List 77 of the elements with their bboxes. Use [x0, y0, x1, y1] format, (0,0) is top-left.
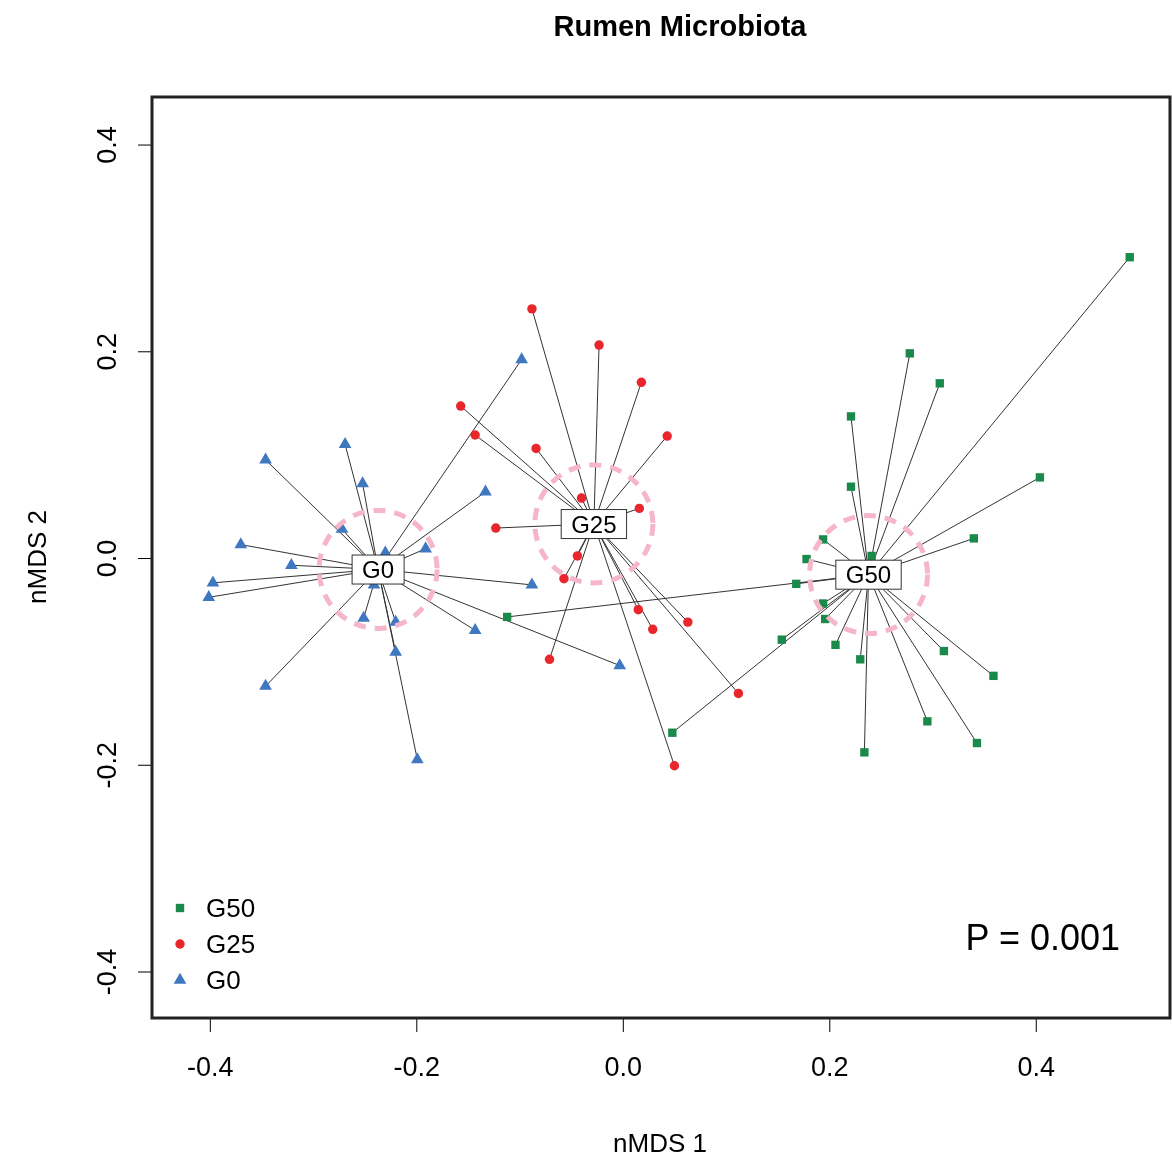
annotation: G0: [362, 556, 395, 584]
point: [972, 738, 982, 748]
x-axis-title: nMDS 1: [613, 1128, 707, 1158]
point: [468, 623, 482, 635]
y-axis-title: nMDS 2: [22, 510, 52, 604]
legend-label: G25: [206, 929, 256, 960]
x-tick-label: 0.2: [811, 1051, 849, 1082]
point: [389, 644, 403, 656]
point: [419, 541, 432, 553]
point: [455, 401, 466, 411]
point: [867, 551, 876, 561]
point: [1125, 253, 1134, 262]
point: [856, 655, 865, 664]
point: [576, 493, 587, 503]
point: [234, 537, 248, 549]
point: [502, 612, 512, 622]
point: [683, 617, 693, 627]
point: [544, 654, 555, 665]
point: [202, 589, 216, 601]
y-tick-label: 0.0: [92, 539, 123, 578]
y-tick-label: -0.4: [92, 948, 123, 996]
point: [572, 551, 583, 561]
x-tick-label: -0.4: [187, 1051, 234, 1082]
legend-label: G0: [206, 965, 241, 996]
point: [338, 436, 352, 448]
point: [491, 523, 501, 533]
y-tick-label: -0.2: [92, 741, 123, 789]
point: [527, 304, 537, 314]
point: [648, 624, 658, 635]
x-tick-label: 0.0: [604, 1051, 643, 1082]
point: [905, 349, 915, 358]
point: [939, 646, 949, 656]
legend-label: G50: [206, 893, 256, 924]
point: [515, 352, 528, 364]
annotation: G50: [845, 561, 892, 589]
point: [634, 503, 645, 514]
point: [792, 579, 801, 589]
point: [923, 717, 932, 726]
point: [206, 575, 220, 587]
point: [410, 752, 424, 764]
point: [316, 507, 440, 631]
point: [662, 431, 672, 441]
point: [285, 557, 298, 569]
point: [594, 340, 604, 350]
chart-title: Rumen Microbiota: [553, 10, 808, 42]
point: [807, 513, 931, 637]
annotation: G25: [571, 510, 617, 538]
point: [860, 748, 869, 757]
point: [356, 476, 369, 488]
point: [733, 688, 744, 699]
point: [357, 610, 371, 622]
point: [559, 573, 569, 584]
point: [532, 462, 656, 586]
point: [777, 635, 786, 644]
point: [669, 761, 680, 771]
point: [831, 640, 840, 650]
y-tick-label: 0.4: [92, 126, 123, 164]
point: [633, 604, 644, 615]
point: [935, 379, 944, 388]
point: [525, 577, 539, 589]
point: [989, 671, 998, 681]
point: [479, 484, 492, 496]
y-tick-label: 0.2: [92, 333, 123, 371]
point: [259, 452, 272, 464]
point: [668, 728, 677, 737]
annotation: P = 0.001: [965, 917, 1120, 958]
point: [531, 443, 541, 454]
point: [846, 482, 856, 491]
x-tick-label: -0.2: [393, 1051, 441, 1082]
point: [1035, 473, 1045, 482]
point: [969, 534, 979, 543]
point: [613, 658, 627, 670]
point: [636, 377, 647, 387]
x-tick-label: 0.4: [1017, 1051, 1056, 1082]
point: [470, 430, 480, 440]
point: [259, 678, 272, 690]
point: [846, 412, 856, 421]
